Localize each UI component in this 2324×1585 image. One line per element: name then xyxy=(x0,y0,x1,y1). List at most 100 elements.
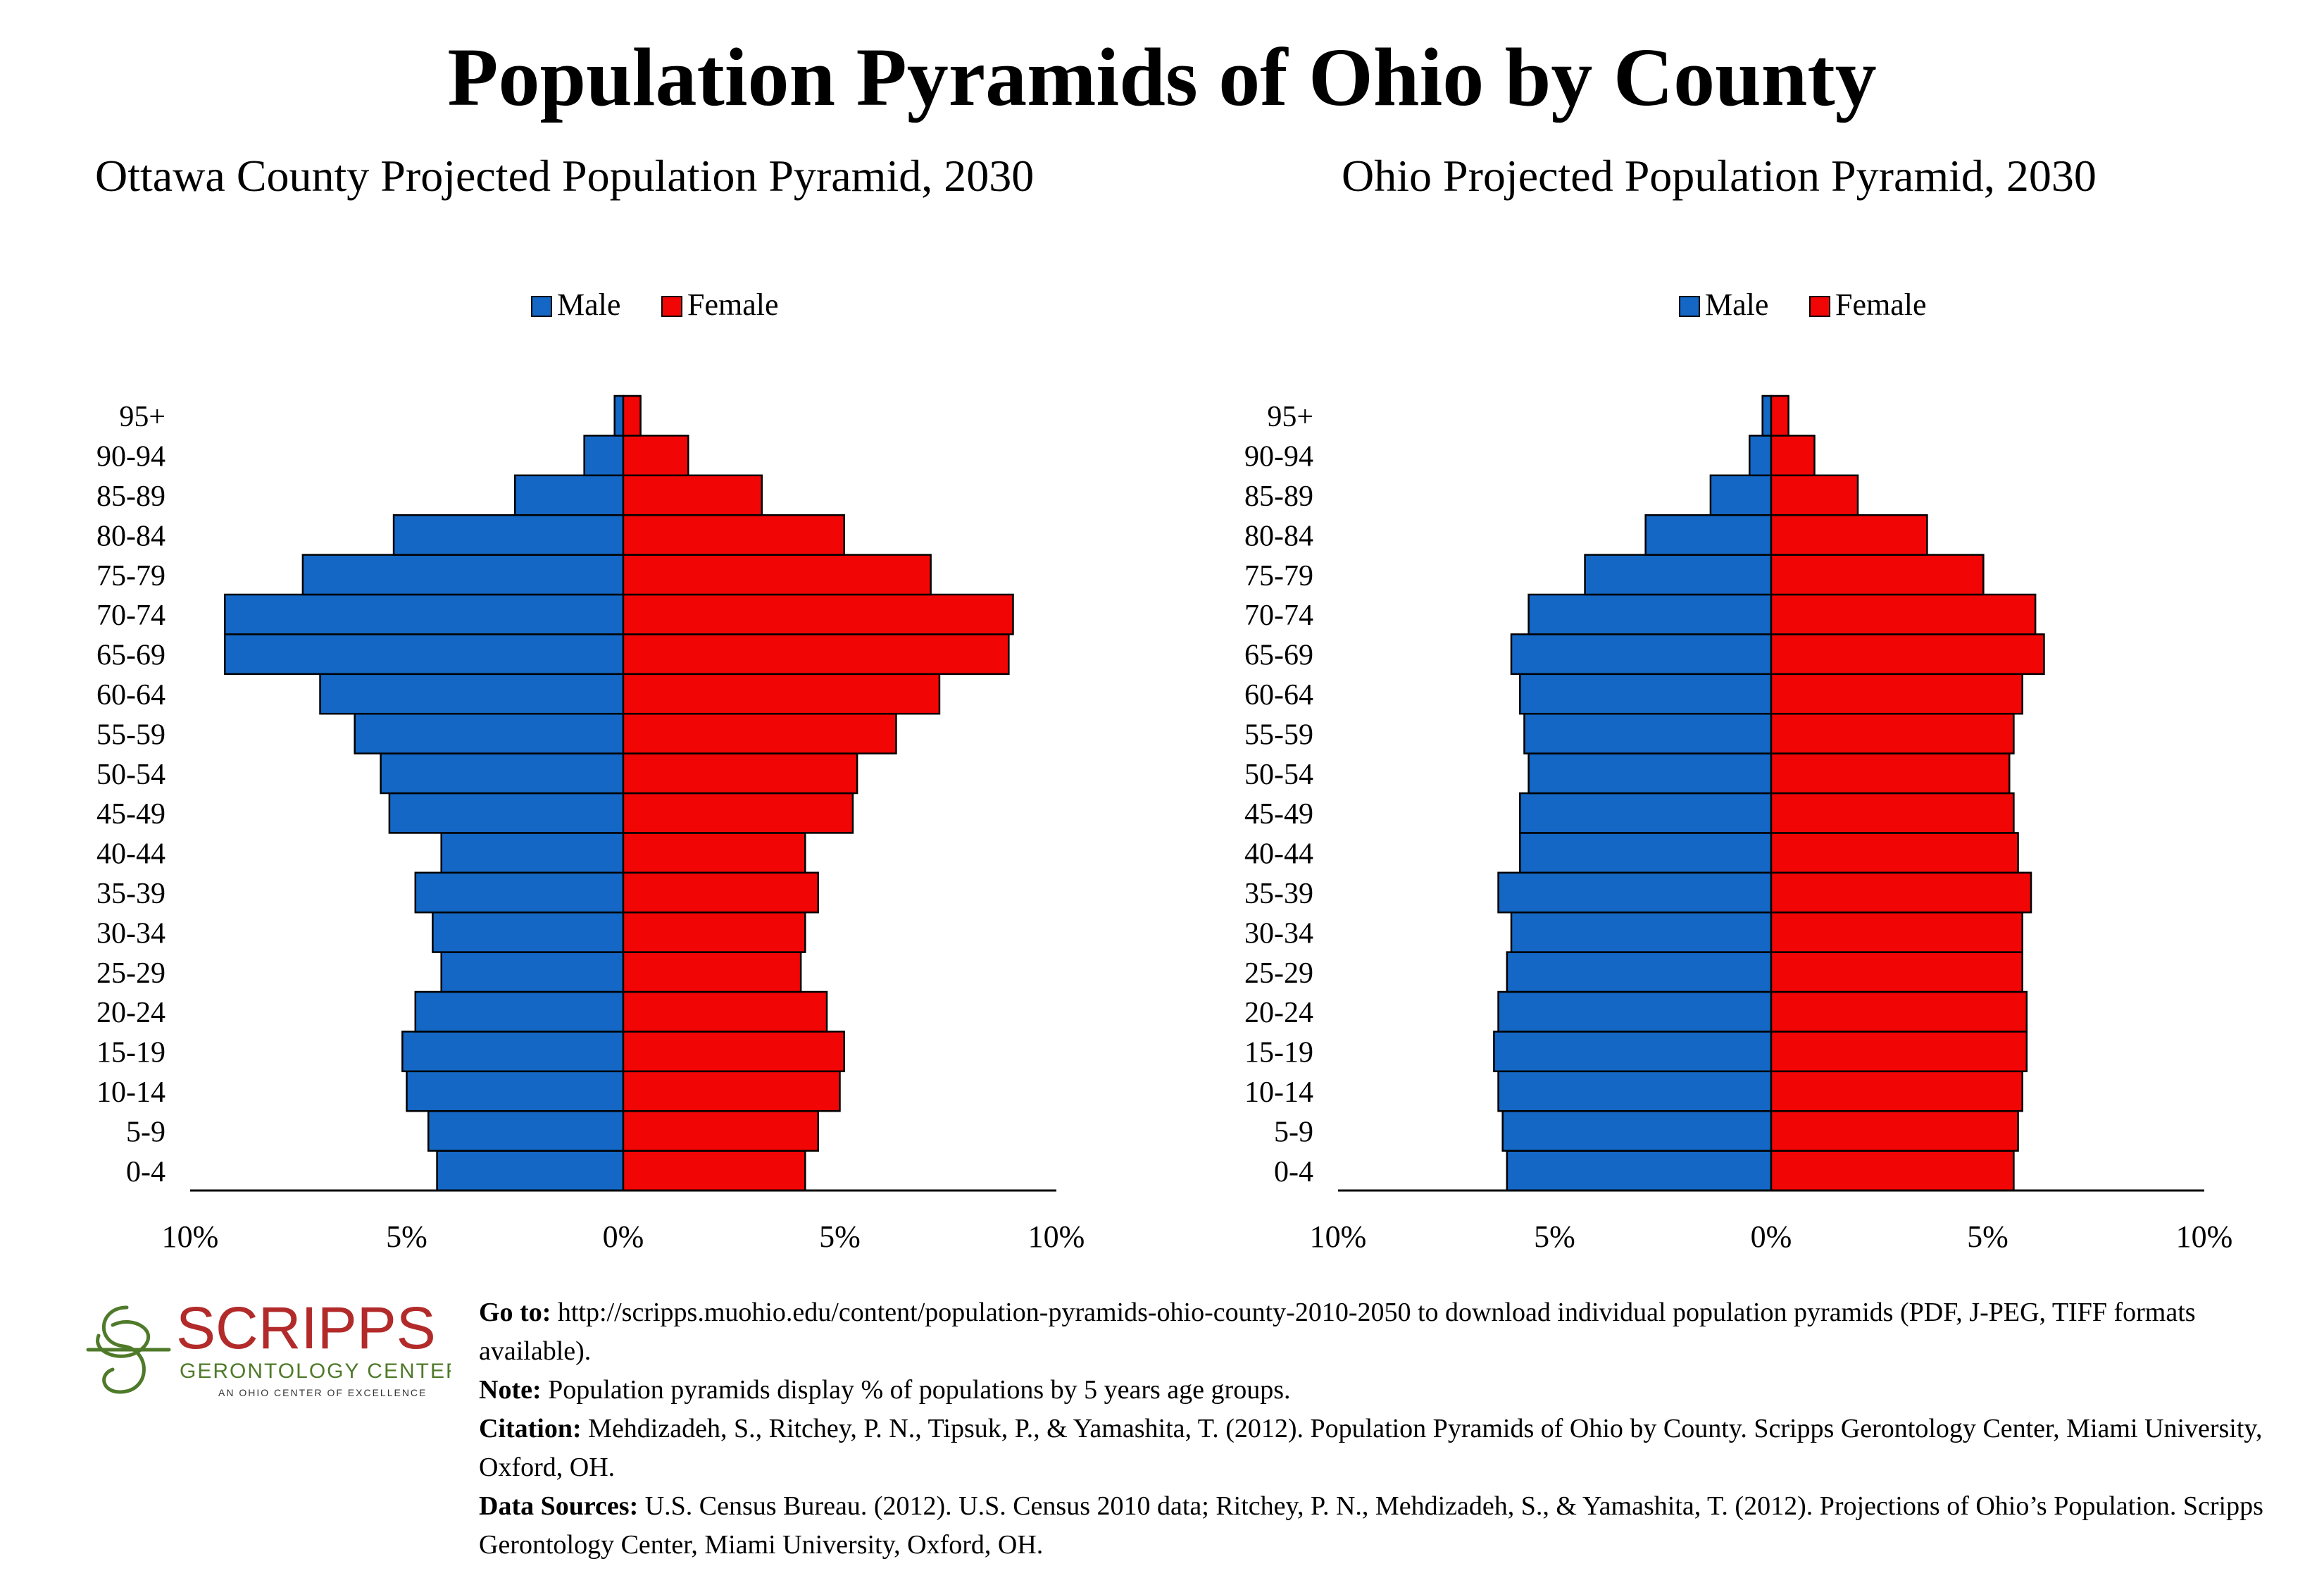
age-label: 10-14 xyxy=(1244,1076,1313,1109)
scripps-swirl-icon xyxy=(86,1305,171,1394)
bar-female-35-39 xyxy=(622,871,819,914)
legend-swatch-female xyxy=(661,296,682,317)
age-label: 20-24 xyxy=(96,997,165,1029)
pyramid-chart-ottawa: Male Female 0-4 5-9 10-14 15-19 20-24 25-29 30-3… xyxy=(96,287,1085,1254)
bar-female-85-89 xyxy=(622,474,763,516)
note-line: Note: Population pyramids display % of p… xyxy=(479,1371,2310,1410)
bar-male-20-24 xyxy=(414,990,625,1033)
age-label: 70-74 xyxy=(1244,599,1313,632)
bar-male-85-89 xyxy=(1709,474,1773,516)
age-label: 70-74 xyxy=(96,599,165,632)
age-label: 5-9 xyxy=(126,1116,165,1148)
bar-female-30-34 xyxy=(1770,911,2023,953)
bar-female-40-44 xyxy=(622,832,806,874)
legend-label-female: Female xyxy=(1835,287,1927,322)
bar-male-95+ xyxy=(613,394,625,437)
bar-female-70-74 xyxy=(622,593,1014,635)
bar-female-80-84 xyxy=(622,514,845,556)
age-label: 45-49 xyxy=(96,798,165,831)
bar-male-35-39 xyxy=(1497,871,1773,914)
bar-male-45-49 xyxy=(1519,792,1773,834)
bar-male-80-84 xyxy=(1644,514,1773,556)
goto-text[interactable]: http://scripps.muohio.edu/content/popula… xyxy=(479,1298,2196,1366)
bar-female-25-29 xyxy=(1770,951,2023,993)
bar-male-70-74 xyxy=(1528,593,1773,635)
bar-male-20-24 xyxy=(1497,990,1773,1033)
bar-female-50-54 xyxy=(622,752,858,795)
age-label: 25-29 xyxy=(1244,957,1313,990)
legend-label-female: Female xyxy=(687,287,779,322)
age-label: 80-84 xyxy=(96,520,165,552)
age-label: 50-54 xyxy=(1244,759,1313,791)
sources-label: Data Sources: xyxy=(479,1491,639,1521)
bar-female-35-39 xyxy=(1770,871,2032,914)
bar-male-90-94 xyxy=(583,435,625,477)
bar-male-65-69 xyxy=(223,633,625,676)
age-label: 75-79 xyxy=(96,560,165,592)
age-label: 85-89 xyxy=(96,480,165,513)
bar-female-75-79 xyxy=(1770,554,1985,596)
age-label: 0-4 xyxy=(1274,1156,1313,1188)
bar-female-85-89 xyxy=(1770,474,1859,516)
bar-female-15-19 xyxy=(622,1031,845,1073)
logo-name: SCRIPPS xyxy=(176,1295,436,1361)
bar-male-75-79 xyxy=(1584,554,1773,596)
bar-female-60-64 xyxy=(622,673,941,715)
goto-line: Go to: http://scripps.muohio.edu/content… xyxy=(479,1293,2310,1371)
bar-male-25-29 xyxy=(1506,951,1773,993)
age-label: 25-29 xyxy=(96,957,165,990)
age-label: 85-89 xyxy=(1244,480,1313,513)
age-label: 20-24 xyxy=(1244,997,1313,1029)
bar-female-90-94 xyxy=(1770,435,1816,477)
bar-female-65-69 xyxy=(622,633,1010,676)
legend-swatch-female xyxy=(1809,296,1830,317)
bar-female-70-74 xyxy=(1770,593,2037,635)
age-label: 60-64 xyxy=(96,679,165,711)
info-notes: Go to: http://scripps.muohio.edu/content… xyxy=(479,1293,2310,1565)
bar-female-80-84 xyxy=(1770,514,1928,556)
bar-male-30-34 xyxy=(432,911,625,953)
bar-male-40-44 xyxy=(440,832,625,874)
bar-male-15-19 xyxy=(1493,1031,1773,1073)
bar-female-25-29 xyxy=(622,951,802,993)
bar-male-0-4 xyxy=(436,1150,625,1192)
x-tick-label: 0% xyxy=(1751,1219,1792,1254)
bar-female-90-94 xyxy=(622,435,689,477)
citation-text: Mehdizadeh, S., Ritchey, P. N., Tipsuk, … xyxy=(479,1414,2263,1482)
age-label: 90-94 xyxy=(1244,441,1313,473)
bar-female-5-9 xyxy=(1770,1110,2019,1152)
bar-male-45-49 xyxy=(388,792,625,834)
bar-female-0-4 xyxy=(1770,1150,2015,1192)
legend-label-male: Male xyxy=(557,287,620,322)
age-label: 65-69 xyxy=(96,640,165,672)
logo-subtitle: GERONTOLOGY CENTER xyxy=(180,1360,451,1383)
chart-title-ottawa: Ottawa County Projected Population Pyram… xyxy=(95,151,1035,201)
bar-male-10-14 xyxy=(406,1070,625,1112)
page-title: Population Pyramids of Ohio by County xyxy=(447,31,1877,123)
bar-female-30-34 xyxy=(622,911,806,953)
x-tick-label: 10% xyxy=(162,1219,219,1254)
bar-female-50-54 xyxy=(1770,752,2011,795)
age-label: 40-44 xyxy=(96,838,165,871)
legend-swatch-male xyxy=(1679,296,1700,317)
bar-male-0-4 xyxy=(1506,1150,1773,1192)
scripps-logo: SCRIPPS GERONTOLOGY CENTER AN OHIO CENTE… xyxy=(86,1295,451,1398)
sources-line: Data Sources: U.S. Census Bureau. (2012)… xyxy=(479,1487,2310,1565)
bar-male-60-64 xyxy=(319,673,625,715)
age-label: 95+ xyxy=(1267,401,1313,433)
bar-male-55-59 xyxy=(1523,712,1773,754)
bar-female-65-69 xyxy=(1770,633,2045,676)
age-label: 45-49 xyxy=(1244,798,1313,831)
citation-line: Citation: Mehdizadeh, S., Ritchey, P. N.… xyxy=(479,1410,2310,1487)
bar-male-40-44 xyxy=(1519,832,1773,874)
bar-male-90-94 xyxy=(1749,435,1773,477)
bar-female-45-49 xyxy=(622,792,854,834)
bar-male-5-9 xyxy=(427,1110,625,1152)
bar-female-20-24 xyxy=(1770,990,2028,1033)
bar-female-55-59 xyxy=(1770,712,2015,754)
bar-male-75-79 xyxy=(301,554,625,596)
bar-male-80-84 xyxy=(392,514,625,556)
citation-label: Citation: xyxy=(479,1414,582,1443)
bar-female-95+ xyxy=(622,394,642,437)
bar-female-55-59 xyxy=(622,712,897,754)
